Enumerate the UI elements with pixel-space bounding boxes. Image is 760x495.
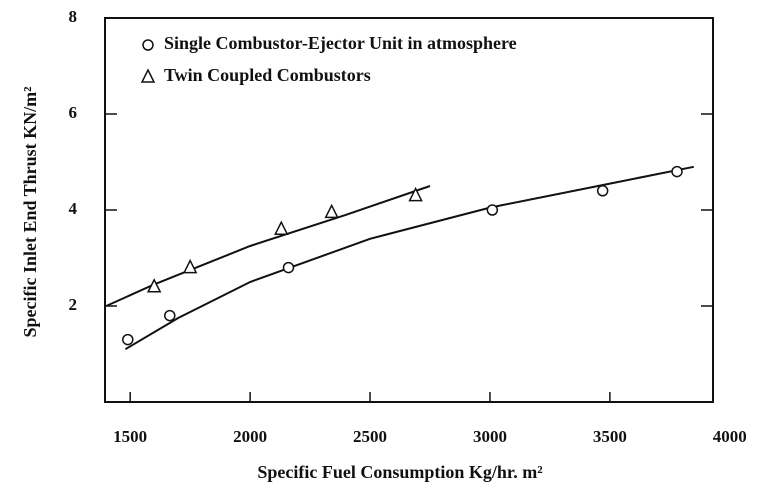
x-axis-title: Specific Fuel Consumption Kg/hr. m²	[257, 462, 542, 482]
x-tick-label: 4000	[713, 427, 747, 446]
y-tick-label: 4	[69, 199, 78, 218]
circle-marker	[122, 333, 134, 346]
x-tick-label: 2500	[353, 427, 387, 446]
triangle-marker	[274, 220, 289, 235]
circle-marker	[164, 309, 176, 322]
legend-marker	[142, 39, 154, 51]
x-tick-label: 1500	[113, 427, 147, 446]
triangle-marker	[408, 186, 423, 202]
legend-label: Single Combustor-Ejector Unit in atmosph…	[164, 33, 517, 53]
triangle-marker	[182, 258, 198, 274]
y-axis-title: Specific Inlet End Thrust KN/m²	[20, 86, 40, 337]
circle-marker	[671, 165, 683, 178]
x-tick-label: 3000	[473, 427, 507, 446]
circle-marker	[486, 204, 499, 216]
triangle-marker	[146, 278, 162, 293]
triangle-marker	[324, 203, 339, 219]
x-tick-label: 2000	[233, 427, 267, 446]
y-tick-label: 8	[69, 7, 78, 26]
y-tick-label: 6	[69, 103, 78, 122]
legend-label: Twin Coupled Combustors	[164, 65, 371, 85]
circle-marker	[282, 261, 295, 274]
legend-marker	[140, 68, 156, 83]
fit-curve	[124, 165, 695, 351]
circle-marker	[596, 185, 609, 197]
x-tick-label: 3500	[593, 427, 627, 446]
fit-curve	[105, 185, 431, 307]
y-tick-label: 2	[69, 295, 78, 314]
